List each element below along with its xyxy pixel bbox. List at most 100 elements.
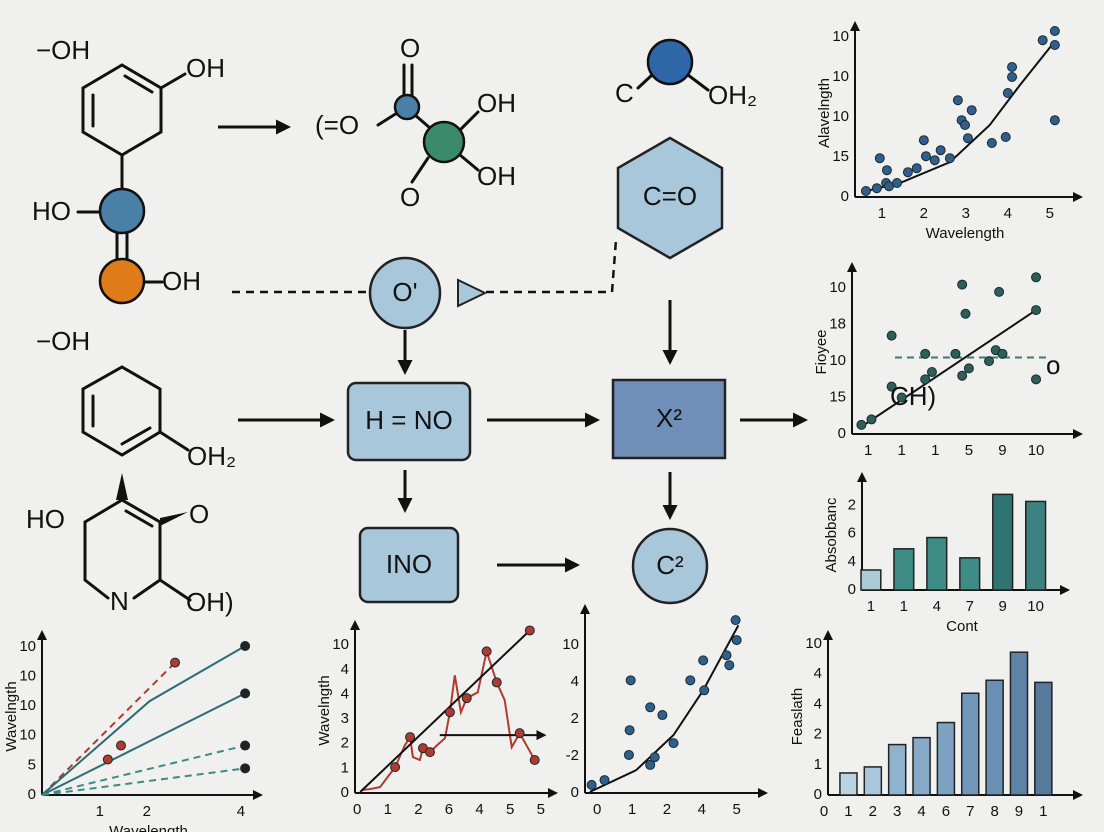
- point: [960, 308, 971, 319]
- y-tick-label: 10: [562, 636, 579, 653]
- point: [1037, 35, 1048, 46]
- label: O': [392, 277, 417, 307]
- y-axis-label: Absobbanc: [823, 497, 840, 573]
- y-tick-label: 10: [19, 697, 36, 714]
- x-tick-label: 3: [962, 205, 970, 222]
- y-tick-label: 4: [341, 685, 349, 702]
- label: OH: [477, 88, 516, 118]
- line: [361, 647, 536, 792]
- bond: [686, 73, 710, 92]
- x-tick-label: 4: [917, 803, 925, 820]
- label: C: [615, 78, 634, 108]
- point: [170, 657, 181, 668]
- x-tick-label: 5: [506, 801, 514, 818]
- x-tick-label: 1: [864, 442, 872, 459]
- bar: [960, 692, 980, 796]
- point: [699, 685, 710, 696]
- bond: [376, 111, 399, 127]
- x-tick-label: 1: [1039, 803, 1047, 820]
- x-tick-label: 4: [1004, 205, 1012, 222]
- point: [994, 286, 1005, 297]
- x-tick-label: 2: [414, 801, 422, 818]
- point: [240, 763, 251, 774]
- point: [950, 348, 961, 359]
- label: O: [400, 33, 420, 63]
- point: [405, 732, 416, 743]
- point: [920, 151, 931, 162]
- label: O: [400, 182, 420, 212]
- point: [730, 615, 741, 626]
- label: (=O: [315, 110, 359, 140]
- point: [685, 675, 696, 686]
- label: OH): [186, 587, 234, 617]
- x-tick-label: 10: [1028, 442, 1045, 459]
- point: [881, 165, 892, 176]
- point: [920, 348, 931, 359]
- line: [41, 661, 176, 796]
- point: [657, 710, 668, 721]
- atom: [393, 93, 421, 121]
- y-tick-label: 0: [571, 784, 579, 801]
- x-axis-label: Wavelength: [926, 225, 1005, 242]
- bond: [83, 520, 110, 600]
- label: X²: [656, 403, 682, 433]
- point: [240, 688, 251, 699]
- label: CH): [890, 381, 936, 411]
- bar: [1009, 651, 1029, 796]
- point: [461, 693, 472, 704]
- y-axis-label: Wavelngth: [316, 675, 333, 745]
- x-tick-label: 9: [999, 598, 1007, 615]
- y-tick-label: 0: [341, 784, 349, 801]
- x-tick-label: 1: [898, 442, 906, 459]
- point: [963, 363, 974, 374]
- point: [645, 702, 656, 713]
- point: [240, 740, 251, 751]
- bar: [912, 736, 931, 796]
- x-tick-label: 0: [353, 801, 361, 818]
- point: [896, 392, 907, 403]
- bond: [410, 156, 430, 184]
- point: [115, 740, 126, 751]
- y-axis-label: Alavelngth: [816, 78, 833, 148]
- point: [240, 640, 251, 651]
- bond: [413, 113, 432, 130]
- y-tick-label: 0: [814, 786, 822, 803]
- x-tick-label: 7: [966, 803, 974, 820]
- y-tick-label: 10: [832, 28, 849, 45]
- point: [1000, 132, 1011, 142]
- point: [599, 775, 610, 786]
- y-axis-label: Feaslath: [789, 688, 806, 746]
- label: N: [110, 586, 129, 616]
- x-tick-label: 1: [96, 803, 104, 820]
- y-tick-label: 2: [814, 726, 822, 743]
- circle-node: [631, 527, 709, 605]
- point: [444, 707, 455, 718]
- y-tick-label: 5: [28, 756, 36, 773]
- y-axis-label: Fioyee: [813, 329, 830, 374]
- y-tick-label: 0: [841, 188, 849, 205]
- molecule: [76, 63, 187, 305]
- x-tick-label: 7: [966, 598, 974, 615]
- y-tick-label: 0: [28, 786, 36, 803]
- point: [586, 779, 597, 790]
- y-tick-label: 4: [814, 695, 822, 712]
- y-tick-label: 15: [829, 389, 846, 406]
- bar: [860, 569, 882, 591]
- x-tick-label: 9: [1015, 803, 1023, 820]
- line: [41, 767, 246, 796]
- label: −OH: [36, 35, 90, 65]
- line: [41, 645, 246, 796]
- point: [645, 759, 656, 770]
- line: [41, 692, 246, 796]
- point: [390, 762, 401, 773]
- y-tick-label: 6: [848, 525, 856, 542]
- y-tick-label: 2: [341, 735, 349, 752]
- y-tick-label: 18: [829, 316, 846, 333]
- y-tick-label: 10: [829, 352, 846, 369]
- label: H = NO: [365, 405, 452, 435]
- line: [41, 744, 246, 796]
- box-node: [358, 526, 460, 604]
- atom: [646, 38, 694, 86]
- x-tick-label: 2: [143, 803, 151, 820]
